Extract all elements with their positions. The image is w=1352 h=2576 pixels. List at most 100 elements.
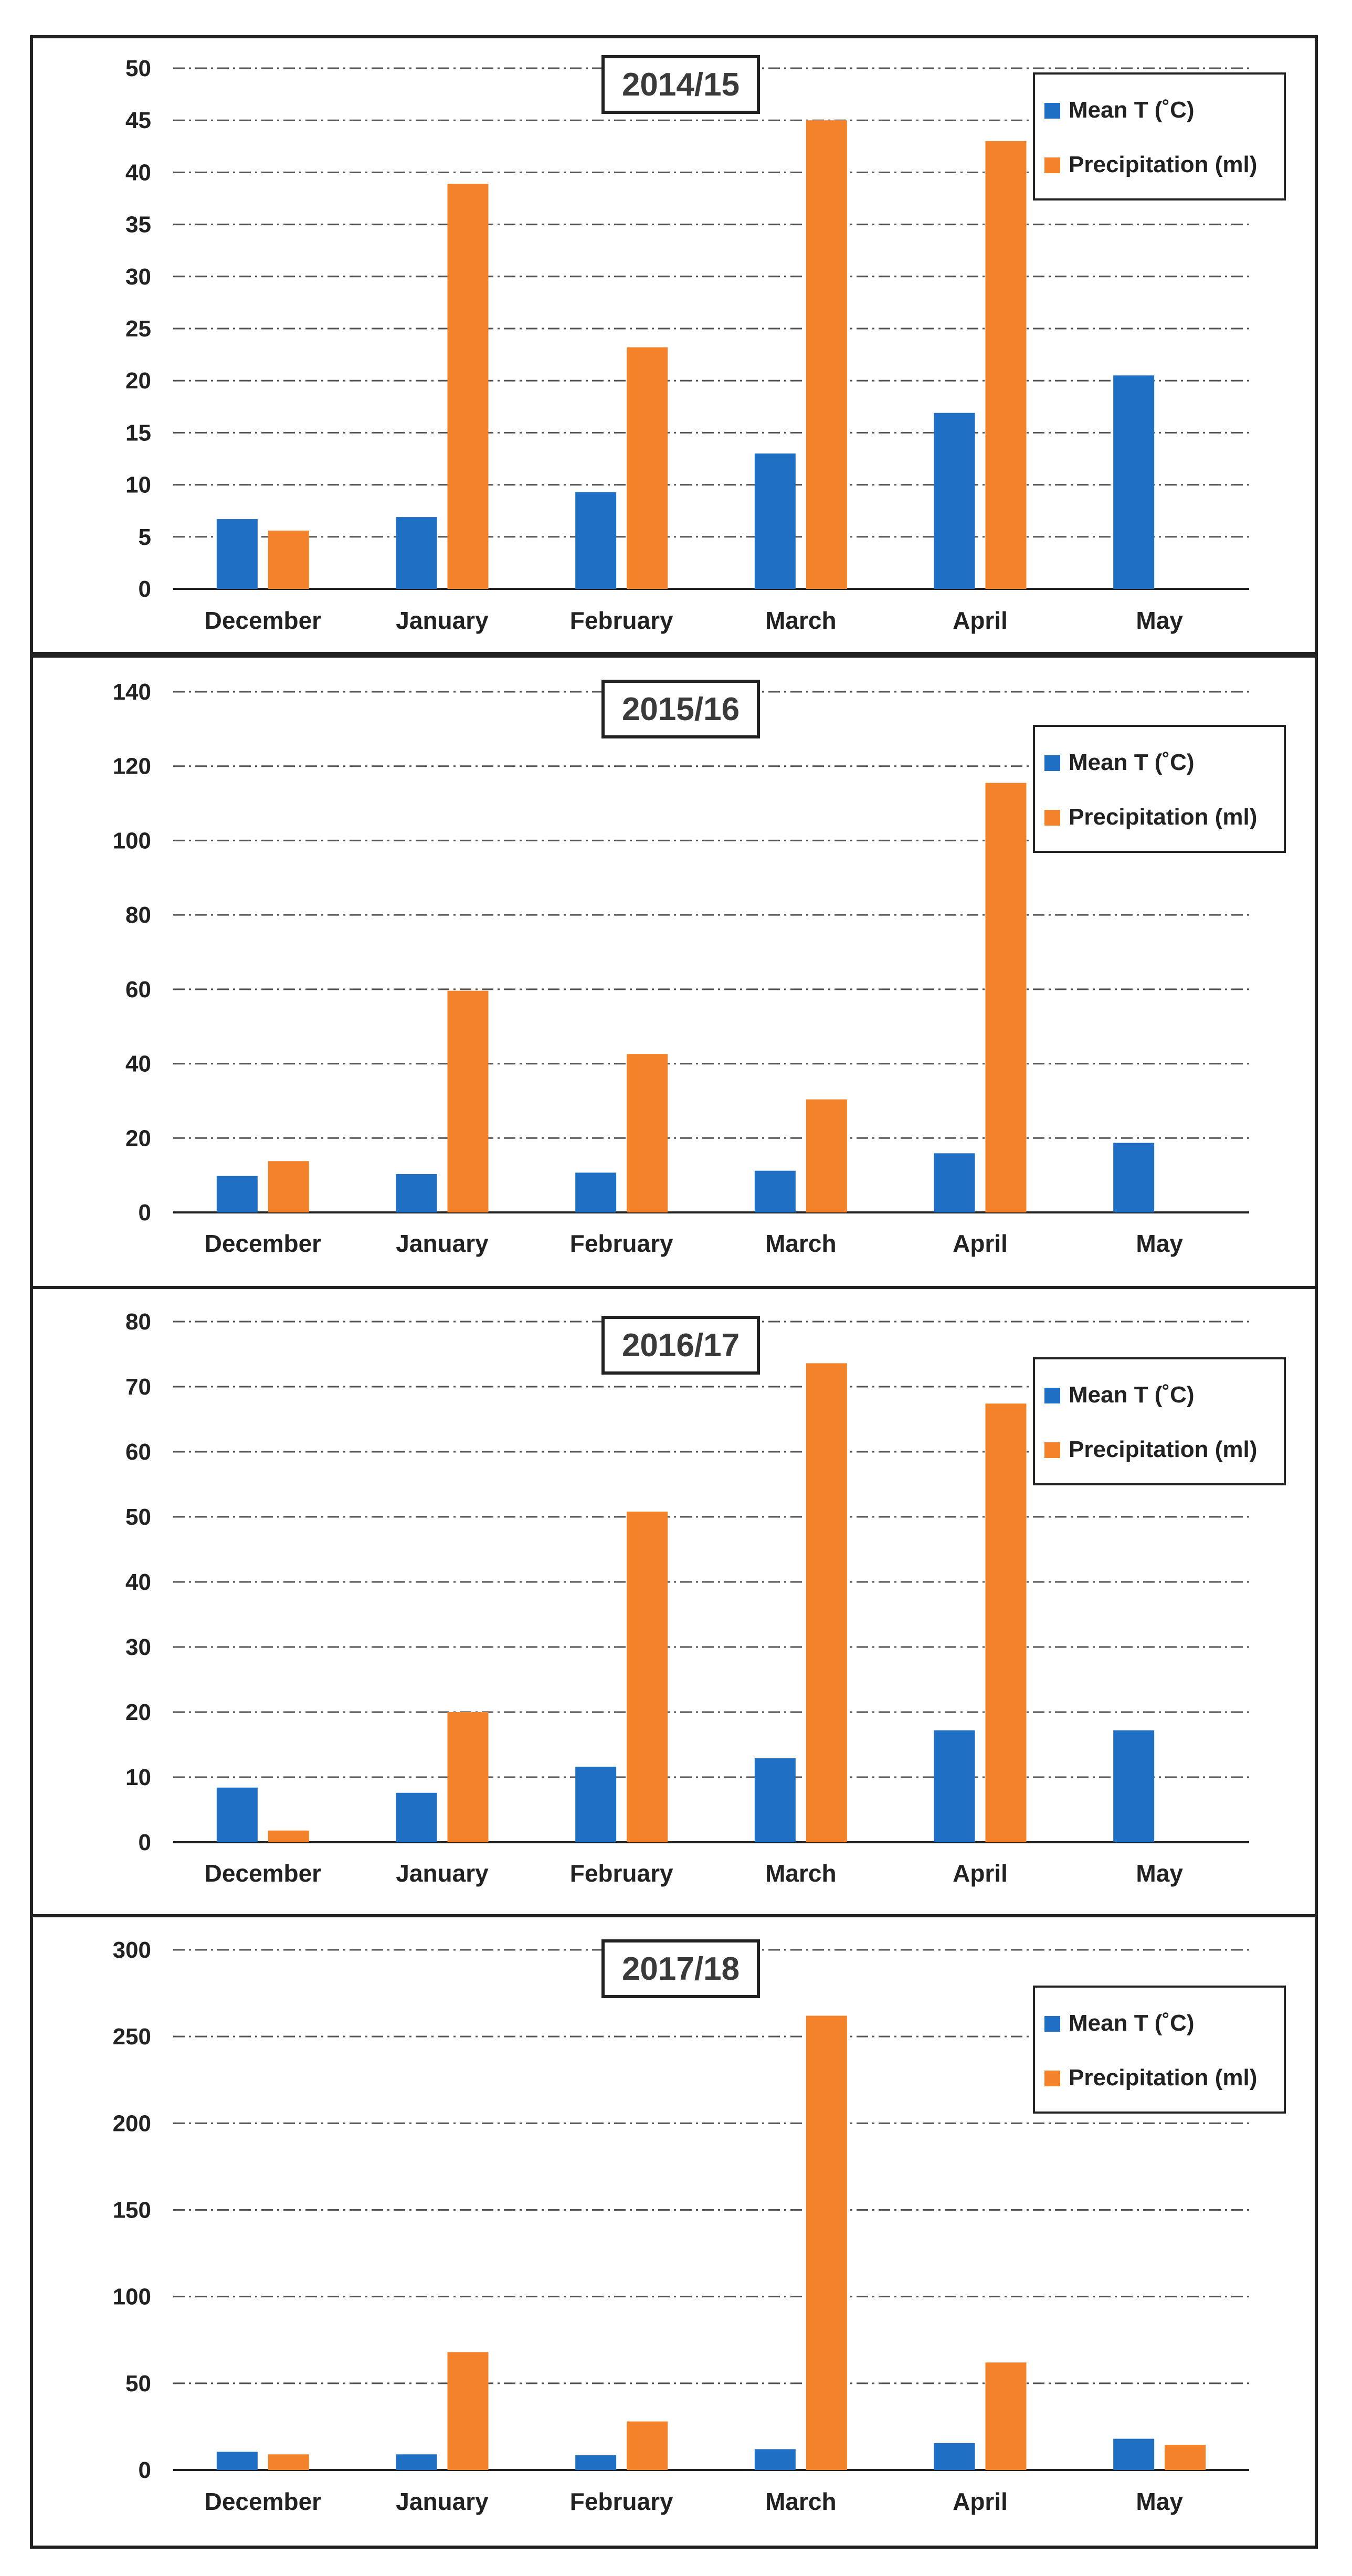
x-tick-label: May bbox=[1136, 2488, 1183, 2515]
bar-mean-t-march[interactable] bbox=[754, 2449, 796, 2470]
bar-precipitation-january[interactable] bbox=[447, 2352, 489, 2470]
bar-mean-t-april[interactable] bbox=[934, 1730, 975, 1842]
bar-precipitation-may[interactable] bbox=[1165, 2445, 1206, 2470]
chart-title: 2014/15 bbox=[601, 55, 760, 114]
y-tick-label: 20 bbox=[125, 1125, 151, 1151]
x-tick-label: April bbox=[953, 2488, 1008, 2515]
title-text: 2017/18 bbox=[622, 1951, 740, 1987]
y-tick-label: 70 bbox=[125, 1374, 151, 1400]
y-tick-label: 0 bbox=[139, 1830, 151, 1855]
bar-mean-t-may[interactable] bbox=[1113, 375, 1155, 589]
bar-precipitation-february[interactable] bbox=[627, 347, 668, 589]
bar-precipitation-february[interactable] bbox=[627, 1054, 668, 1212]
bar-mean-t-december[interactable] bbox=[216, 1787, 258, 1842]
title-box bbox=[601, 1316, 760, 1375]
bar-precipitation-january[interactable] bbox=[447, 1712, 489, 1842]
chart-panel-3: 0 10 20 30 40 50 60 70 80 December January February… bbox=[30, 1286, 1318, 1917]
bar-precipitation-january[interactable] bbox=[447, 990, 489, 1212]
y-axis: 0 50 100 150 200 250 300 bbox=[113, 1937, 151, 2483]
bar-mean-t-march[interactable] bbox=[754, 1758, 796, 1842]
bar-precipitation-december[interactable] bbox=[268, 530, 309, 589]
bar-mean-t-february[interactable] bbox=[575, 1767, 617, 1842]
x-tick-label: January bbox=[396, 607, 489, 634]
bar-mean-t-january[interactable] bbox=[396, 1174, 437, 1212]
gridlines bbox=[173, 67, 1249, 538]
legend-box bbox=[1033, 1986, 1286, 2114]
y-tick-label: 100 bbox=[113, 2284, 151, 2310]
x-tick-label: April bbox=[953, 607, 1008, 634]
bar-precipitation-february[interactable] bbox=[627, 2421, 668, 2470]
bar-mean-t-may[interactable] bbox=[1113, 1730, 1155, 1842]
x-tick-label: May bbox=[1136, 1230, 1183, 1257]
bar-mean-t-february[interactable] bbox=[575, 1173, 617, 1212]
title-text: 2016/17 bbox=[622, 1327, 740, 1364]
bar-precipitation-february[interactable] bbox=[627, 1512, 668, 1842]
legend-swatch-precipitation bbox=[1044, 157, 1060, 173]
y-tick-label: 20 bbox=[125, 368, 151, 394]
bars bbox=[216, 783, 1155, 1212]
bar-mean-t-december[interactable] bbox=[216, 519, 258, 589]
bar-precipitation-march[interactable] bbox=[806, 120, 847, 589]
legend-swatch-precipitation bbox=[1044, 1442, 1060, 1458]
legend-label-precipitation: Precipitation (ml) bbox=[1069, 152, 1257, 177]
y-tick-label: 40 bbox=[125, 160, 151, 185]
y-tick-label: 140 bbox=[113, 679, 151, 705]
bar-mean-t-march[interactable] bbox=[754, 1170, 796, 1212]
bar-mean-t-april[interactable] bbox=[934, 2443, 975, 2470]
y-tick-label: 50 bbox=[125, 56, 151, 81]
bar-precipitation-december[interactable] bbox=[268, 1830, 309, 1842]
bar-mean-t-december[interactable] bbox=[216, 1176, 258, 1212]
y-tick-label: 20 bbox=[125, 1699, 151, 1725]
y-tick-label: 25 bbox=[125, 316, 151, 342]
chart-panel-1: 0 5 10 15 20 25 30 35 40 45 50 December January Febru… bbox=[30, 35, 1318, 655]
bar-mean-t-april[interactable] bbox=[934, 1153, 975, 1212]
bar-mean-t-january[interactable] bbox=[396, 1792, 437, 1842]
bar-precipitation-april[interactable] bbox=[985, 2362, 1027, 2470]
bar-precipitation-april[interactable] bbox=[985, 1403, 1027, 1842]
x-tick-label: January bbox=[396, 1230, 489, 1257]
bar-precipitation-march[interactable] bbox=[806, 1363, 847, 1842]
bar-mean-t-january[interactable] bbox=[396, 517, 437, 589]
bar-precipitation-january[interactable] bbox=[447, 184, 489, 589]
x-tick-label: April bbox=[953, 1230, 1008, 1257]
x-tick-label: March bbox=[765, 2488, 836, 2515]
chart-title: 2017/18 bbox=[601, 1939, 760, 1998]
x-tick-label: May bbox=[1136, 1860, 1183, 1887]
bar-precipitation-april[interactable] bbox=[985, 783, 1027, 1212]
legend-box bbox=[1033, 725, 1286, 853]
bar-mean-t-february[interactable] bbox=[575, 492, 617, 589]
x-tick-label: March bbox=[765, 607, 836, 634]
title-text: 2014/15 bbox=[622, 67, 740, 103]
bar-mean-t-april[interactable] bbox=[934, 413, 975, 589]
legend-box bbox=[1033, 1357, 1286, 1485]
x-tick-label: February bbox=[570, 2488, 673, 2515]
bar-mean-t-december[interactable] bbox=[216, 2452, 258, 2470]
x-tick-label: December bbox=[205, 607, 322, 634]
bar-precipitation-december[interactable] bbox=[268, 2454, 309, 2470]
bar-mean-t-march[interactable] bbox=[754, 453, 796, 589]
bar-precipitation-march[interactable] bbox=[806, 2015, 847, 2470]
y-tick-label: 50 bbox=[125, 2371, 151, 2396]
bar-mean-t-may[interactable] bbox=[1113, 1143, 1155, 1212]
bar-mean-t-january[interactable] bbox=[396, 2454, 437, 2470]
y-tick-label: 80 bbox=[125, 902, 151, 928]
legend-swatch-mean-t bbox=[1044, 2016, 1060, 2032]
y-tick-label: 0 bbox=[139, 576, 151, 602]
title-box bbox=[601, 55, 760, 114]
legend-swatch-precipitation bbox=[1044, 810, 1060, 826]
y-tick-label: 150 bbox=[113, 2198, 151, 2223]
chart-title: 2016/17 bbox=[601, 1316, 760, 1375]
bar-mean-t-february[interactable] bbox=[575, 2455, 617, 2470]
panel-frame bbox=[30, 35, 1318, 655]
bar-precipitation-march[interactable] bbox=[806, 1099, 847, 1212]
bar-mean-t-may[interactable] bbox=[1113, 2438, 1155, 2470]
x-tick-label: February bbox=[570, 607, 673, 634]
bar-precipitation-april[interactable] bbox=[985, 141, 1027, 589]
bar-precipitation-december[interactable] bbox=[268, 1161, 309, 1212]
legend: Mean T (˚C) Precipitation (ml) bbox=[1033, 1357, 1286, 1485]
legend-label-precipitation: Precipitation (ml) bbox=[1069, 804, 1257, 830]
y-tick-label: 15 bbox=[125, 420, 151, 446]
x-tick-label: May bbox=[1136, 607, 1183, 634]
legend: Mean T (˚C) Precipitation (ml) bbox=[1033, 72, 1286, 200]
